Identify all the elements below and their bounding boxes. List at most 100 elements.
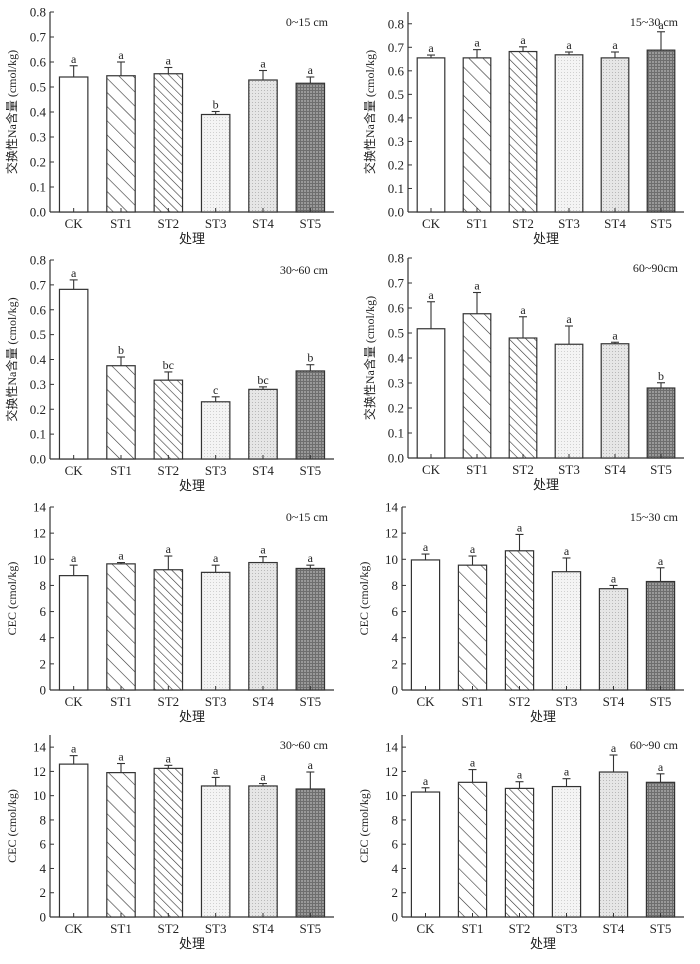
y-tick-label: 0.7 (388, 40, 405, 55)
x-tick-label: ST1 (466, 216, 488, 231)
bar-st5 (646, 49, 676, 213)
x-tick-label: ST1 (462, 921, 484, 936)
x-tick-label: ST4 (603, 694, 625, 709)
bar-st1 (106, 563, 136, 691)
significance-label: b (118, 343, 124, 357)
x-axis-label: 处理 (533, 231, 559, 246)
y-tick-label: 6 (40, 837, 47, 852)
bar-ck (410, 791, 441, 918)
y-tick-label: 4 (392, 861, 399, 876)
y-tick-label: 0.1 (388, 426, 404, 441)
y-tick-label: 4 (40, 630, 47, 645)
y-tick-label: 0.7 (388, 276, 405, 291)
significance-label: b (658, 369, 664, 383)
significance-label: a (612, 328, 618, 342)
y-axis-label: CEC (cmol/kg) (5, 562, 19, 636)
bar-st1 (106, 75, 136, 213)
x-tick-label: ST2 (157, 463, 179, 478)
bar-st3 (200, 785, 231, 918)
y-tick-label: 10 (385, 788, 398, 803)
depth-label: 15~30 cm (630, 510, 679, 524)
x-tick-label: ST5 (299, 216, 321, 231)
bar-ck (58, 763, 89, 918)
y-axis-label: CEC (cmol/kg) (357, 562, 371, 636)
y-tick-label: 6 (392, 837, 399, 852)
bar-st5 (295, 370, 326, 460)
x-tick-label: ST3 (205, 694, 227, 709)
significance-label: a (71, 52, 77, 66)
bar-st5 (645, 781, 676, 918)
significance-label: c (213, 383, 218, 397)
x-axis-label: 处理 (179, 709, 205, 724)
y-tick-label: 0.1 (30, 427, 46, 442)
significance-label: a (308, 63, 314, 77)
y-tick-label: 8 (392, 812, 399, 827)
bar-st1 (106, 772, 136, 918)
y-tick-label: 0.6 (388, 63, 405, 78)
bar-st3 (200, 401, 231, 460)
panel-d: 0.0 0.1 0.2 0.3 0.4 0.5 0.6 0.7 0.8 a CK a ST1 a ST2 a S… (362, 251, 684, 492)
y-tick-label: 0.7 (30, 30, 47, 45)
x-tick-label: ST1 (110, 694, 132, 709)
y-tick-label: 0.4 (388, 351, 405, 366)
significance-label: a (260, 770, 266, 784)
bar-st4 (600, 343, 630, 459)
y-axis-label: CEC (cmol/kg) (5, 789, 19, 863)
x-axis-label: 处理 (179, 936, 205, 951)
y-tick-label: 12 (385, 764, 398, 779)
x-tick-label: CK (65, 694, 84, 709)
y-tick-label: 4 (392, 630, 399, 645)
x-tick-label: ST1 (462, 694, 484, 709)
x-tick-label: CK (65, 921, 84, 936)
significance-label: a (166, 751, 172, 765)
y-tick-label: 8 (392, 578, 399, 593)
significance-label: a (423, 540, 429, 554)
y-tick-label: 12 (385, 526, 398, 541)
y-tick-label: 0.8 (388, 251, 404, 266)
y-axis-label: 交换性Na含量 (cmol/kg) (362, 296, 377, 420)
x-tick-label: ST3 (556, 694, 578, 709)
y-tick-label: 0 (392, 910, 399, 925)
y-tick-label: 8 (40, 812, 47, 827)
significance-label: a (520, 33, 526, 47)
y-tick-label: 0.3 (30, 377, 46, 392)
bar-st3 (554, 343, 584, 459)
bar-ck (58, 575, 89, 691)
x-tick-label: ST5 (299, 921, 321, 936)
y-tick-label: 0.6 (30, 302, 47, 317)
y-tick-label: 0.6 (388, 301, 405, 316)
bar-st2 (508, 50, 538, 213)
significance-label: a (118, 549, 124, 563)
x-tick-label: ST1 (110, 463, 132, 478)
y-tick-label: 14 (385, 500, 399, 515)
bar-st5 (295, 567, 326, 691)
significance-label: a (71, 266, 77, 280)
x-tick-label: ST1 (110, 921, 132, 936)
y-tick-label: 0.0 (388, 451, 404, 466)
significance-label: a (517, 520, 523, 534)
x-tick-label: ST4 (604, 462, 626, 477)
x-tick-label: ST3 (558, 462, 580, 477)
y-tick-label: 14 (33, 500, 47, 515)
x-tick-label: CK (422, 462, 441, 477)
x-axis-label: 处理 (179, 231, 205, 246)
x-axis-label: 处理 (530, 709, 556, 724)
x-tick-label: ST2 (157, 216, 179, 231)
x-tick-label: ST2 (509, 921, 531, 936)
bar-st3 (554, 54, 584, 213)
panel-g: 0 2 4 6 8 10 12 14 a CK a ST1 a ST2 a ST3 a ST4 a ST5 处理 CEC … (5, 735, 334, 951)
y-tick-label: 0 (392, 683, 399, 698)
depth-label: 0~15 cm (286, 15, 329, 29)
x-tick-label: ST5 (650, 694, 672, 709)
x-tick-label: ST1 (110, 216, 132, 231)
x-tick-label: ST2 (157, 921, 179, 936)
bar-st3 (200, 113, 231, 213)
significance-label: b (307, 351, 313, 365)
y-tick-label: 14 (385, 740, 399, 755)
significance-label: a (71, 551, 77, 565)
panel-b: 0.0 0.1 0.2 0.3 0.4 0.5 0.6 0.7 0.8 a CK a ST1 a ST2 a S… (362, 12, 684, 246)
x-tick-label: ST5 (299, 463, 321, 478)
bar-st4 (248, 785, 278, 918)
x-tick-label: ST4 (252, 921, 274, 936)
significance-label: a (118, 750, 124, 764)
